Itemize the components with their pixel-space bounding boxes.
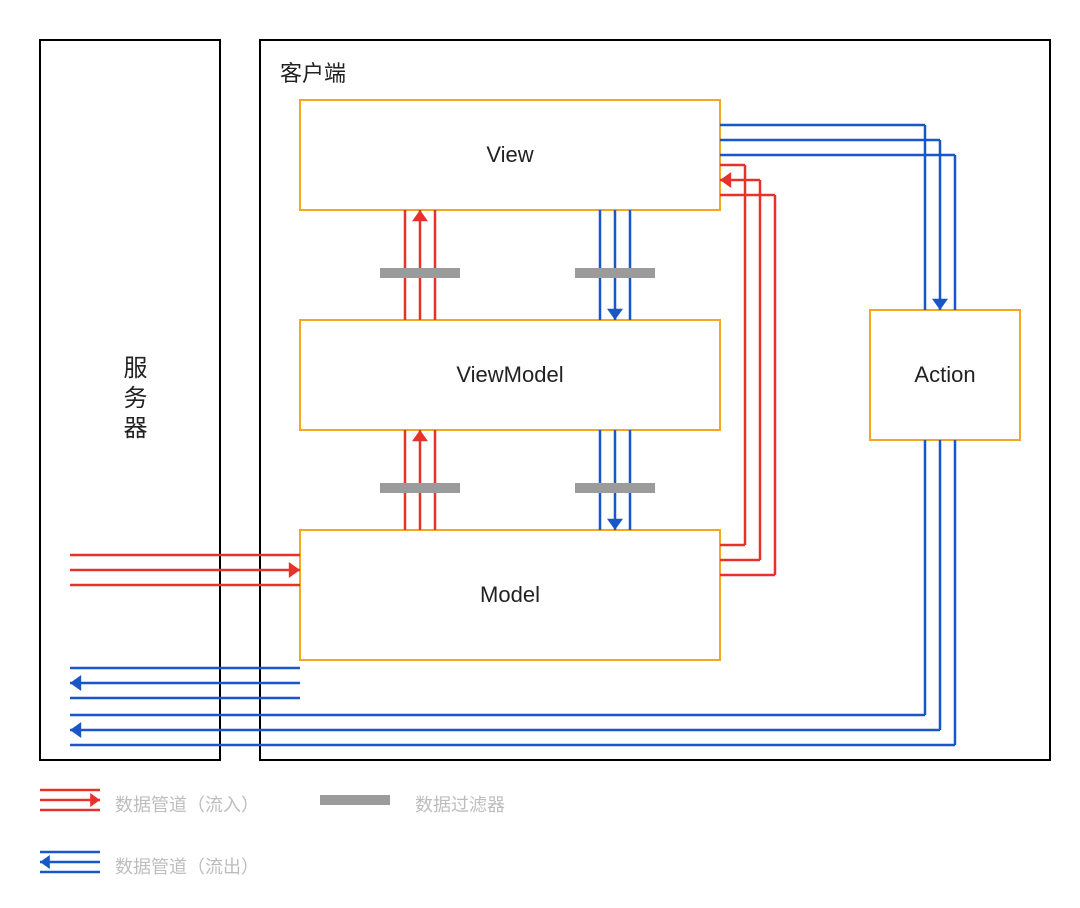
legend-inflow-label: 数据管道（流入）	[115, 791, 259, 817]
client-label: 客户端	[280, 56, 346, 88]
view-label: View	[300, 142, 720, 168]
viewmodel-label: ViewModel	[300, 362, 720, 388]
legend-outflow-label: 数据管道（流出）	[115, 853, 259, 879]
diagram-svg	[0, 0, 1080, 908]
model-label: Model	[300, 582, 720, 608]
action-label: Action	[870, 362, 1020, 388]
diagram-stage: 服务器 客户端 View ViewModel Model Action 数据管道…	[0, 0, 1080, 908]
legend-filter-label: 数据过滤器	[415, 791, 505, 817]
server-label: 服务器	[115, 355, 150, 445]
